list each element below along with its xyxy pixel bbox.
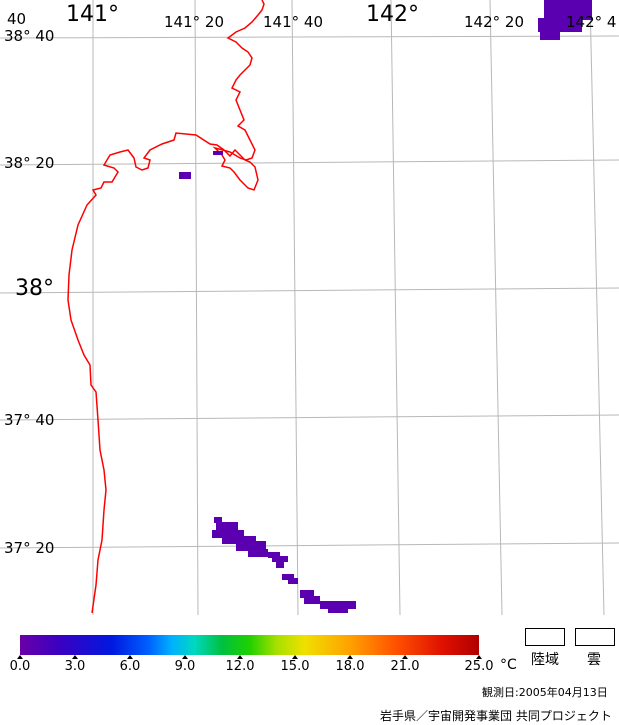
lat-label-38: 38° [15,276,54,301]
sst-patch [222,536,256,544]
sst-patch [216,522,238,532]
graticule [0,0,619,615]
temperature-colorbar [20,635,479,655]
colorbar-tick-label: 21.0 [390,659,420,674]
colorbar-tick-mark [476,655,482,659]
lon-label-141-20: 141° 20 [164,13,224,31]
lon-label-142-20: 142° 20 [464,13,524,31]
sst-patch [248,549,268,557]
parallel [0,287,619,294]
sst-patch [272,556,288,562]
colorbar-unit: °C [500,657,517,673]
meridian [390,0,401,615]
sst-patch [179,172,191,179]
colorbar-tick-mark [237,655,243,659]
sst-patches [179,0,592,613]
parallel [0,159,619,166]
lat-label-40: 40 [7,10,27,28]
colorbar-tick-mark [292,655,298,659]
colorbar-tick-label: 25.0 [464,659,494,674]
parallel [0,414,619,421]
colorbar-tick-mark [127,655,133,659]
sst-patch [540,32,560,40]
meridian [589,0,605,615]
colorbar-tick-mark [72,655,78,659]
observation-date: 観測日:2005年04月13日 [482,686,608,699]
cloud-legend-label: 雲 [587,652,601,668]
project-credit: 岩手県／宇宙開発事業団 共同プロジェクト [380,709,612,723]
lat-label-37-20: 37° 20 [4,539,55,557]
colorbar-tick-label: 0.0 [9,659,31,674]
colorbar-tick-label: 3.0 [64,659,86,674]
colorbar-tick-mark [402,655,408,659]
lat-label-38-40: 38° 40 [4,27,55,45]
lon-label-142: 142° [366,2,419,27]
colorbar-tick-mark [182,655,188,659]
meridian [291,0,299,615]
sst-patch [236,541,266,551]
sst-patch [288,578,298,584]
lon-label-142-40: 142° 4 [566,13,617,31]
coastline [67,0,265,614]
sst-patch [544,0,592,20]
land-legend-swatch [525,628,565,646]
sst-patch [538,18,582,32]
meridian [194,0,199,615]
lon-label-141-40: 141° 40 [263,13,323,31]
colorbar-tick-mark [17,655,23,659]
sst-patch [320,601,356,609]
colorbar-tick-label: 18.0 [335,659,365,674]
sst-patch [268,552,280,558]
sst-patch [304,596,320,604]
sst-patch [212,530,244,538]
sst-patch [213,151,223,155]
cloud-legend-swatch [575,628,615,646]
lon-label-141: 141° [66,2,119,27]
colorbar-tick-label: 6.0 [119,659,141,674]
sst-patch [276,562,284,568]
colorbar-tick-label: 15.0 [280,659,310,674]
colorbar-tick-label: 12.0 [225,659,255,674]
parallel [0,542,619,549]
colorbar-tick-label: 9.0 [174,659,196,674]
colorbar-tick-mark [347,655,353,659]
lat-label-37-40: 37° 40 [4,411,55,429]
parallel [0,35,619,39]
sea-temperature-map [0,0,619,615]
sst-patch [214,517,222,523]
sst-patch [282,574,294,580]
meridian [489,0,503,615]
land-legend-label: 陸域 [531,652,559,668]
lat-label-38-20: 38° 20 [4,154,55,172]
sst-patch [300,590,314,598]
sst-patch [328,607,348,613]
